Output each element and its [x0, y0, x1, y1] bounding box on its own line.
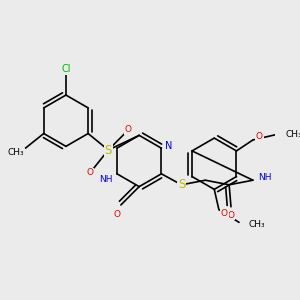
Text: CH₃: CH₃ — [8, 148, 25, 157]
Text: NH: NH — [99, 175, 113, 184]
Text: O: O — [114, 210, 121, 219]
Text: CH₃: CH₃ — [248, 220, 265, 229]
Text: S: S — [178, 178, 185, 191]
Text: O: O — [227, 211, 235, 220]
Text: O: O — [256, 132, 263, 141]
Text: O: O — [86, 168, 94, 177]
Text: N: N — [165, 141, 172, 151]
Text: S: S — [105, 143, 112, 157]
Text: NH: NH — [258, 173, 272, 182]
Text: O: O — [125, 125, 132, 134]
Text: CH₃: CH₃ — [286, 130, 300, 139]
Text: O: O — [221, 209, 228, 218]
Text: Cl: Cl — [61, 64, 71, 74]
